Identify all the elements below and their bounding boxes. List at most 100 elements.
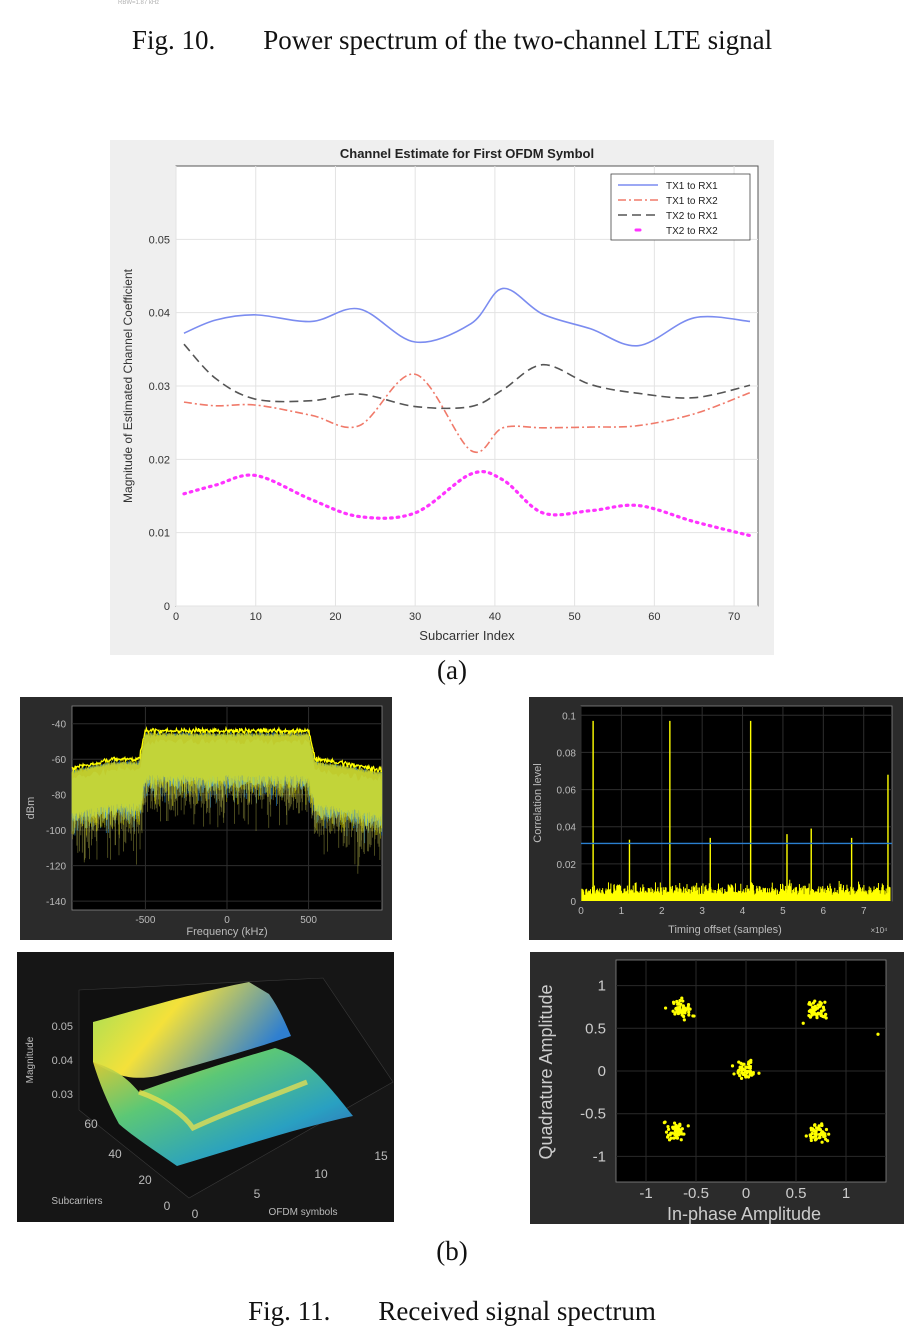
surface-xlabel: OFDM symbols [269, 1207, 338, 1218]
y-tick-label: 0.01 [149, 528, 170, 540]
constellation-point [662, 1121, 666, 1125]
surface-front [93, 1048, 353, 1166]
y-tick-label: 0 [598, 1063, 606, 1080]
constellation-point [746, 1062, 751, 1066]
constellation-point [675, 1136, 680, 1140]
constellation-point [818, 1127, 822, 1132]
constellation-point [816, 1003, 820, 1007]
y-tick-label: -60 [52, 755, 67, 766]
constellation-point [876, 1032, 880, 1036]
constellation-point [686, 1002, 691, 1007]
constellation-point [817, 1124, 821, 1128]
y-tick-label: 0.1 [562, 711, 576, 722]
spectrum-ylabel: dBm [25, 797, 37, 820]
y-tick-label: 0 [164, 601, 170, 613]
constellation-point [678, 999, 682, 1003]
x-tick-label: 15 [374, 1149, 388, 1163]
constellation-point [748, 1069, 752, 1073]
correlation-xlabel: Timing offset (samples) [668, 924, 782, 936]
constellation-point [675, 1125, 679, 1129]
x-tick-label: -0.5 [683, 1185, 709, 1202]
fig11-text: Received signal spectrum [378, 1296, 656, 1326]
constellation-point [801, 1021, 805, 1025]
x-tick-label: 3 [699, 906, 705, 917]
legend-entry: TX2 to RX1 [666, 211, 718, 222]
constellation-point [673, 1129, 677, 1133]
x-tick-label: 0 [173, 611, 179, 623]
constellation-point [819, 1132, 823, 1137]
constellation-point [687, 1013, 691, 1017]
constellation-point [679, 1130, 683, 1134]
constellation-point [687, 1010, 691, 1014]
constellation-point [809, 1138, 813, 1143]
constellation-point [730, 1064, 735, 1068]
y-tick-label: 0.06 [557, 786, 577, 797]
legend-entry: TX2 to RX2 [666, 226, 718, 237]
chart-a-title: Channel Estimate for First OFDM Symbol [340, 146, 594, 161]
surface-panel: 0.03 0.04 0.05 0 20 40 60 0 5 10 15 Magnitude Subc… [17, 952, 394, 1227]
constellation-point [672, 1136, 676, 1140]
constellation-ylabel: Quadrature Amplitude [536, 984, 556, 1159]
x-tick-label: 0 [192, 1207, 199, 1221]
constellation-point [814, 1131, 818, 1136]
label-b: (b) [436, 1236, 468, 1266]
constellation-point [819, 1003, 823, 1007]
x-tick-label: 0.5 [786, 1185, 807, 1202]
constellation-point [824, 1127, 829, 1132]
y-tick-label: -140 [46, 897, 66, 908]
channel-estimate-panel: 0 10 20 30 40 50 60 70 0 0.01 0.02 0.03 0.04 0.05 Cha… [110, 140, 774, 660]
constellation-point [682, 1132, 686, 1136]
correlation-ylabel: Correlation level [532, 763, 544, 842]
constellation-point [814, 1134, 818, 1138]
constellation-point [677, 1124, 681, 1128]
correlation-panel: 0 1 2 3 4 5 6 7 0 0.02 0.04 0.06 0.08 0.1 Timing offs… [529, 697, 903, 945]
constellation-point [820, 1122, 824, 1126]
y-tick-label: 0.04 [149, 308, 170, 320]
constellation-point [667, 1138, 672, 1142]
y-tick-label: -120 [46, 862, 66, 873]
constellation-point [812, 1008, 816, 1012]
x-tick-label: 10 [314, 1167, 328, 1181]
spectrum-trace [71, 731, 383, 839]
z-tick-label: 0.04 [52, 1055, 73, 1067]
surface-zlabel: Magnitude [25, 1036, 36, 1083]
x-tick-label: 10 [250, 611, 262, 623]
constellation-point [826, 1139, 830, 1143]
spectrum-chart: -500 0 500 -40 -60 -80 -100 -120 -140 Frequency … [20, 697, 392, 940]
constellation-point [676, 1011, 681, 1016]
y-tick-label: 0.5 [585, 1020, 606, 1037]
y-tick-label: 0.04 [557, 823, 577, 834]
constellation-point [824, 1012, 828, 1016]
y-tick-label: 40 [108, 1147, 122, 1161]
y-tick-label: -0.5 [580, 1106, 606, 1123]
constellation-panel: -1 -0.5 0 0.5 1 1 0.5 0 -0.5 -1 In-phase Amplitud… [530, 952, 904, 1229]
constellation-point [820, 1140, 824, 1144]
x-tick-label: 5 [780, 906, 786, 917]
constellation-point [686, 1124, 690, 1128]
constellation-point [823, 1132, 827, 1136]
z-tick-label: 0.03 [52, 1089, 73, 1101]
constellation-point [691, 1014, 695, 1018]
x-tick-label: -500 [135, 915, 155, 926]
correlation-plot-area [580, 705, 893, 902]
constellation-point [813, 1004, 817, 1009]
constellation-point [821, 1014, 825, 1019]
x-tick-label: 20 [329, 611, 341, 623]
constellation-point [823, 1000, 827, 1004]
y-tick-label: 0.02 [557, 860, 577, 871]
constellation-point [680, 1127, 684, 1131]
constellation-point [804, 1134, 808, 1138]
chart-a-xlabel: Subcarrier Index [419, 628, 515, 643]
constellation-point [664, 1130, 669, 1134]
constellation-point [732, 1072, 736, 1076]
constellation-point [676, 1006, 680, 1010]
surface-ridge-back [93, 982, 291, 1078]
legend-entry: TX1 to RX2 [666, 196, 718, 207]
y-tick-label: 0.05 [149, 234, 170, 246]
constellation-point [739, 1076, 744, 1080]
correlation-x-multiplier: ×10⁴ [870, 926, 888, 935]
constellation-point [671, 1126, 675, 1131]
channel-estimate-chart: 0 10 20 30 40 50 60 70 0 0.01 0.02 0.03 0.04 0.05 Cha… [110, 140, 774, 655]
constellation-point [679, 1138, 683, 1142]
constellation-point [816, 1011, 820, 1015]
